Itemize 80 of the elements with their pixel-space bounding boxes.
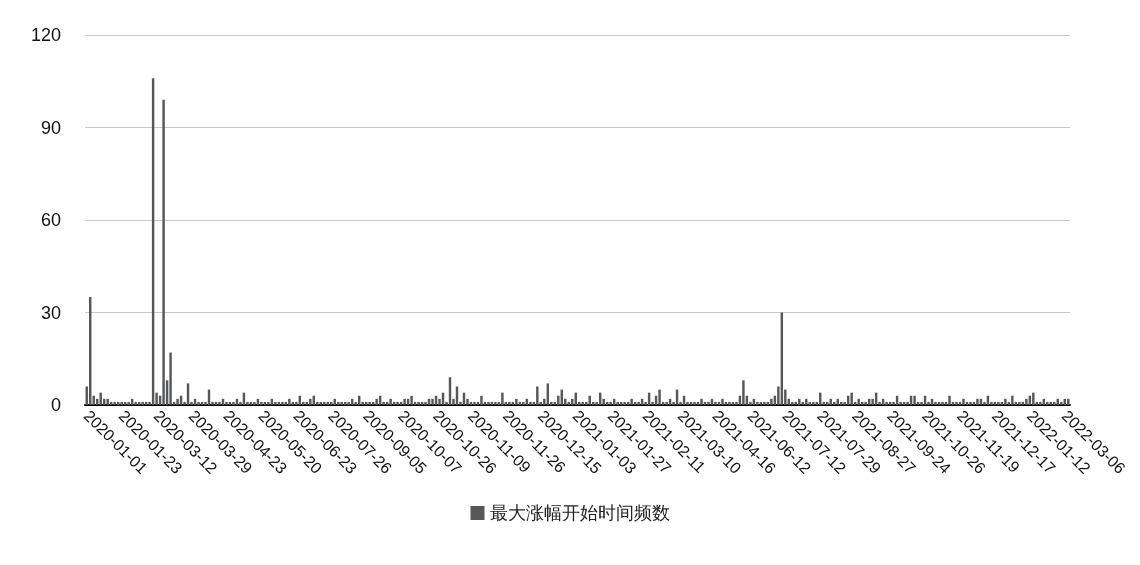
bar: [1032, 392, 1035, 405]
bar: [962, 398, 965, 405]
bar: [487, 401, 490, 405]
legend-label: 最大涨幅开始时间频数: [489, 503, 670, 523]
bar: [260, 401, 263, 405]
bar: [232, 401, 235, 405]
bar: [700, 398, 703, 405]
bar: [941, 401, 944, 405]
bar: [134, 401, 137, 405]
bar: [623, 401, 626, 405]
bar: [997, 401, 1000, 405]
bar: [169, 352, 172, 405]
bar: [113, 401, 116, 405]
bar: [728, 401, 731, 405]
bar: [274, 401, 277, 405]
bar: [529, 401, 532, 405]
bar: [948, 395, 951, 405]
bar: [913, 395, 916, 405]
bar: [99, 392, 102, 405]
bar: [1004, 398, 1007, 405]
bar: [501, 392, 504, 405]
bar: [389, 398, 392, 405]
bar: [417, 401, 420, 405]
bar: [976, 398, 979, 405]
y-tick-label: 0: [50, 395, 61, 415]
y-tick-label: 60: [40, 210, 61, 230]
bar: [396, 401, 399, 405]
bar: [141, 401, 144, 405]
bar: [609, 401, 612, 405]
bar: [375, 398, 378, 405]
bar: [857, 398, 860, 405]
bar: [707, 401, 710, 405]
bar: [955, 401, 958, 405]
bar: [934, 401, 937, 405]
bar: [225, 401, 228, 405]
bar: [885, 401, 888, 405]
bar: [176, 398, 179, 405]
bar: [721, 398, 724, 405]
y-tick-label: 120: [30, 25, 61, 45]
bar: [410, 395, 413, 405]
bar: [368, 401, 371, 405]
bar: [630, 398, 633, 405]
bar: [508, 401, 511, 405]
bar: [267, 401, 270, 405]
bar: [424, 401, 427, 405]
bar: [120, 401, 123, 405]
bar: [864, 401, 867, 405]
bar: [763, 401, 766, 405]
bar: [473, 401, 476, 405]
bar: [197, 401, 200, 405]
bar: [494, 401, 497, 405]
bar: [770, 398, 773, 405]
bar: [536, 386, 539, 405]
bar: [714, 401, 717, 405]
bar: [1018, 401, 1021, 405]
bar: [791, 401, 794, 405]
bar: [616, 401, 619, 405]
bar: [637, 401, 640, 405]
y-tick-label: 30: [40, 302, 61, 323]
bar: [522, 401, 525, 405]
bar: [218, 401, 221, 405]
bar: [162, 99, 165, 405]
bar: [756, 401, 759, 405]
bar: [1025, 398, 1028, 405]
bar: [403, 398, 406, 405]
bar: [480, 395, 483, 405]
y-tick-label: 90: [40, 117, 61, 138]
bar: [127, 401, 130, 405]
bar: [969, 401, 972, 405]
bar: [1011, 395, 1014, 405]
bar: [742, 380, 745, 405]
bar: [515, 398, 518, 405]
bar: [1039, 401, 1042, 405]
bar: [665, 401, 668, 405]
bar: [658, 389, 661, 405]
bar: [431, 398, 434, 405]
bar: [693, 401, 696, 405]
bar: [253, 401, 256, 405]
bar: [288, 398, 291, 405]
bar: [281, 401, 284, 405]
